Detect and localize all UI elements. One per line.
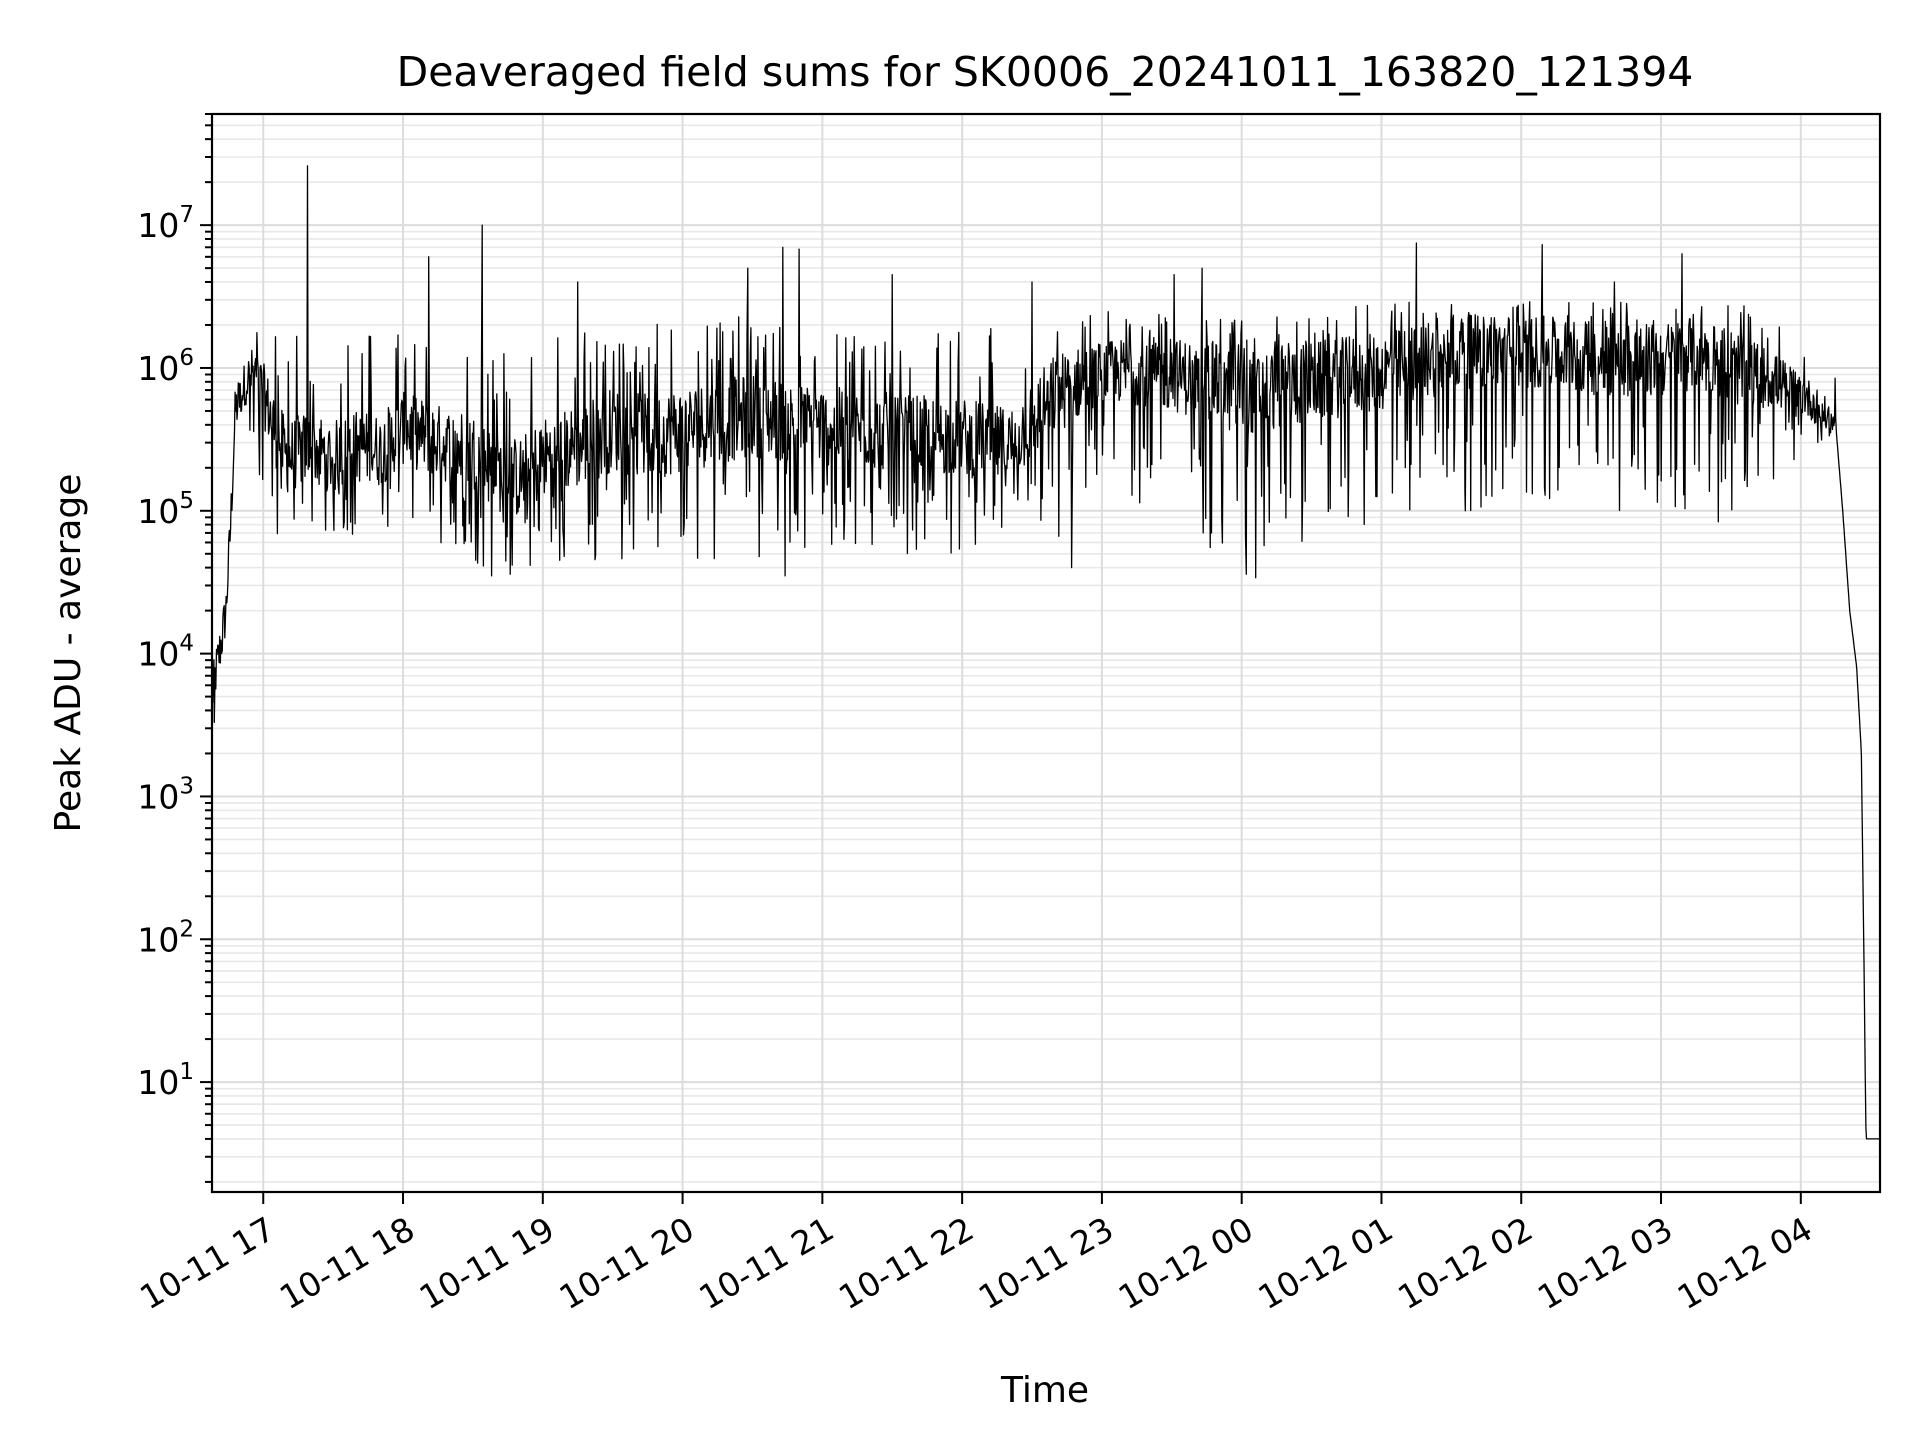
grid [212,113,1880,1192]
y-axis-label: Peak ADU - average [48,474,89,833]
plot-frame [210,112,1882,1194]
y-tick-label: 103 [137,773,194,816]
y-tick-label: 106 [137,345,194,388]
y-tick-label: 105 [137,488,194,531]
chart-title: Deaveraged field sums for SK0006_2024101… [397,48,1694,96]
y-tick-label: 107 [137,202,194,245]
plot-line-group [211,165,1881,1140]
y-tick-label: 101 [137,1059,194,1102]
y-tick-label: 104 [137,631,194,674]
series-line [211,165,1881,1140]
y-tick-label: 102 [137,916,194,959]
x-axis-label: Time [1000,1370,1089,1411]
